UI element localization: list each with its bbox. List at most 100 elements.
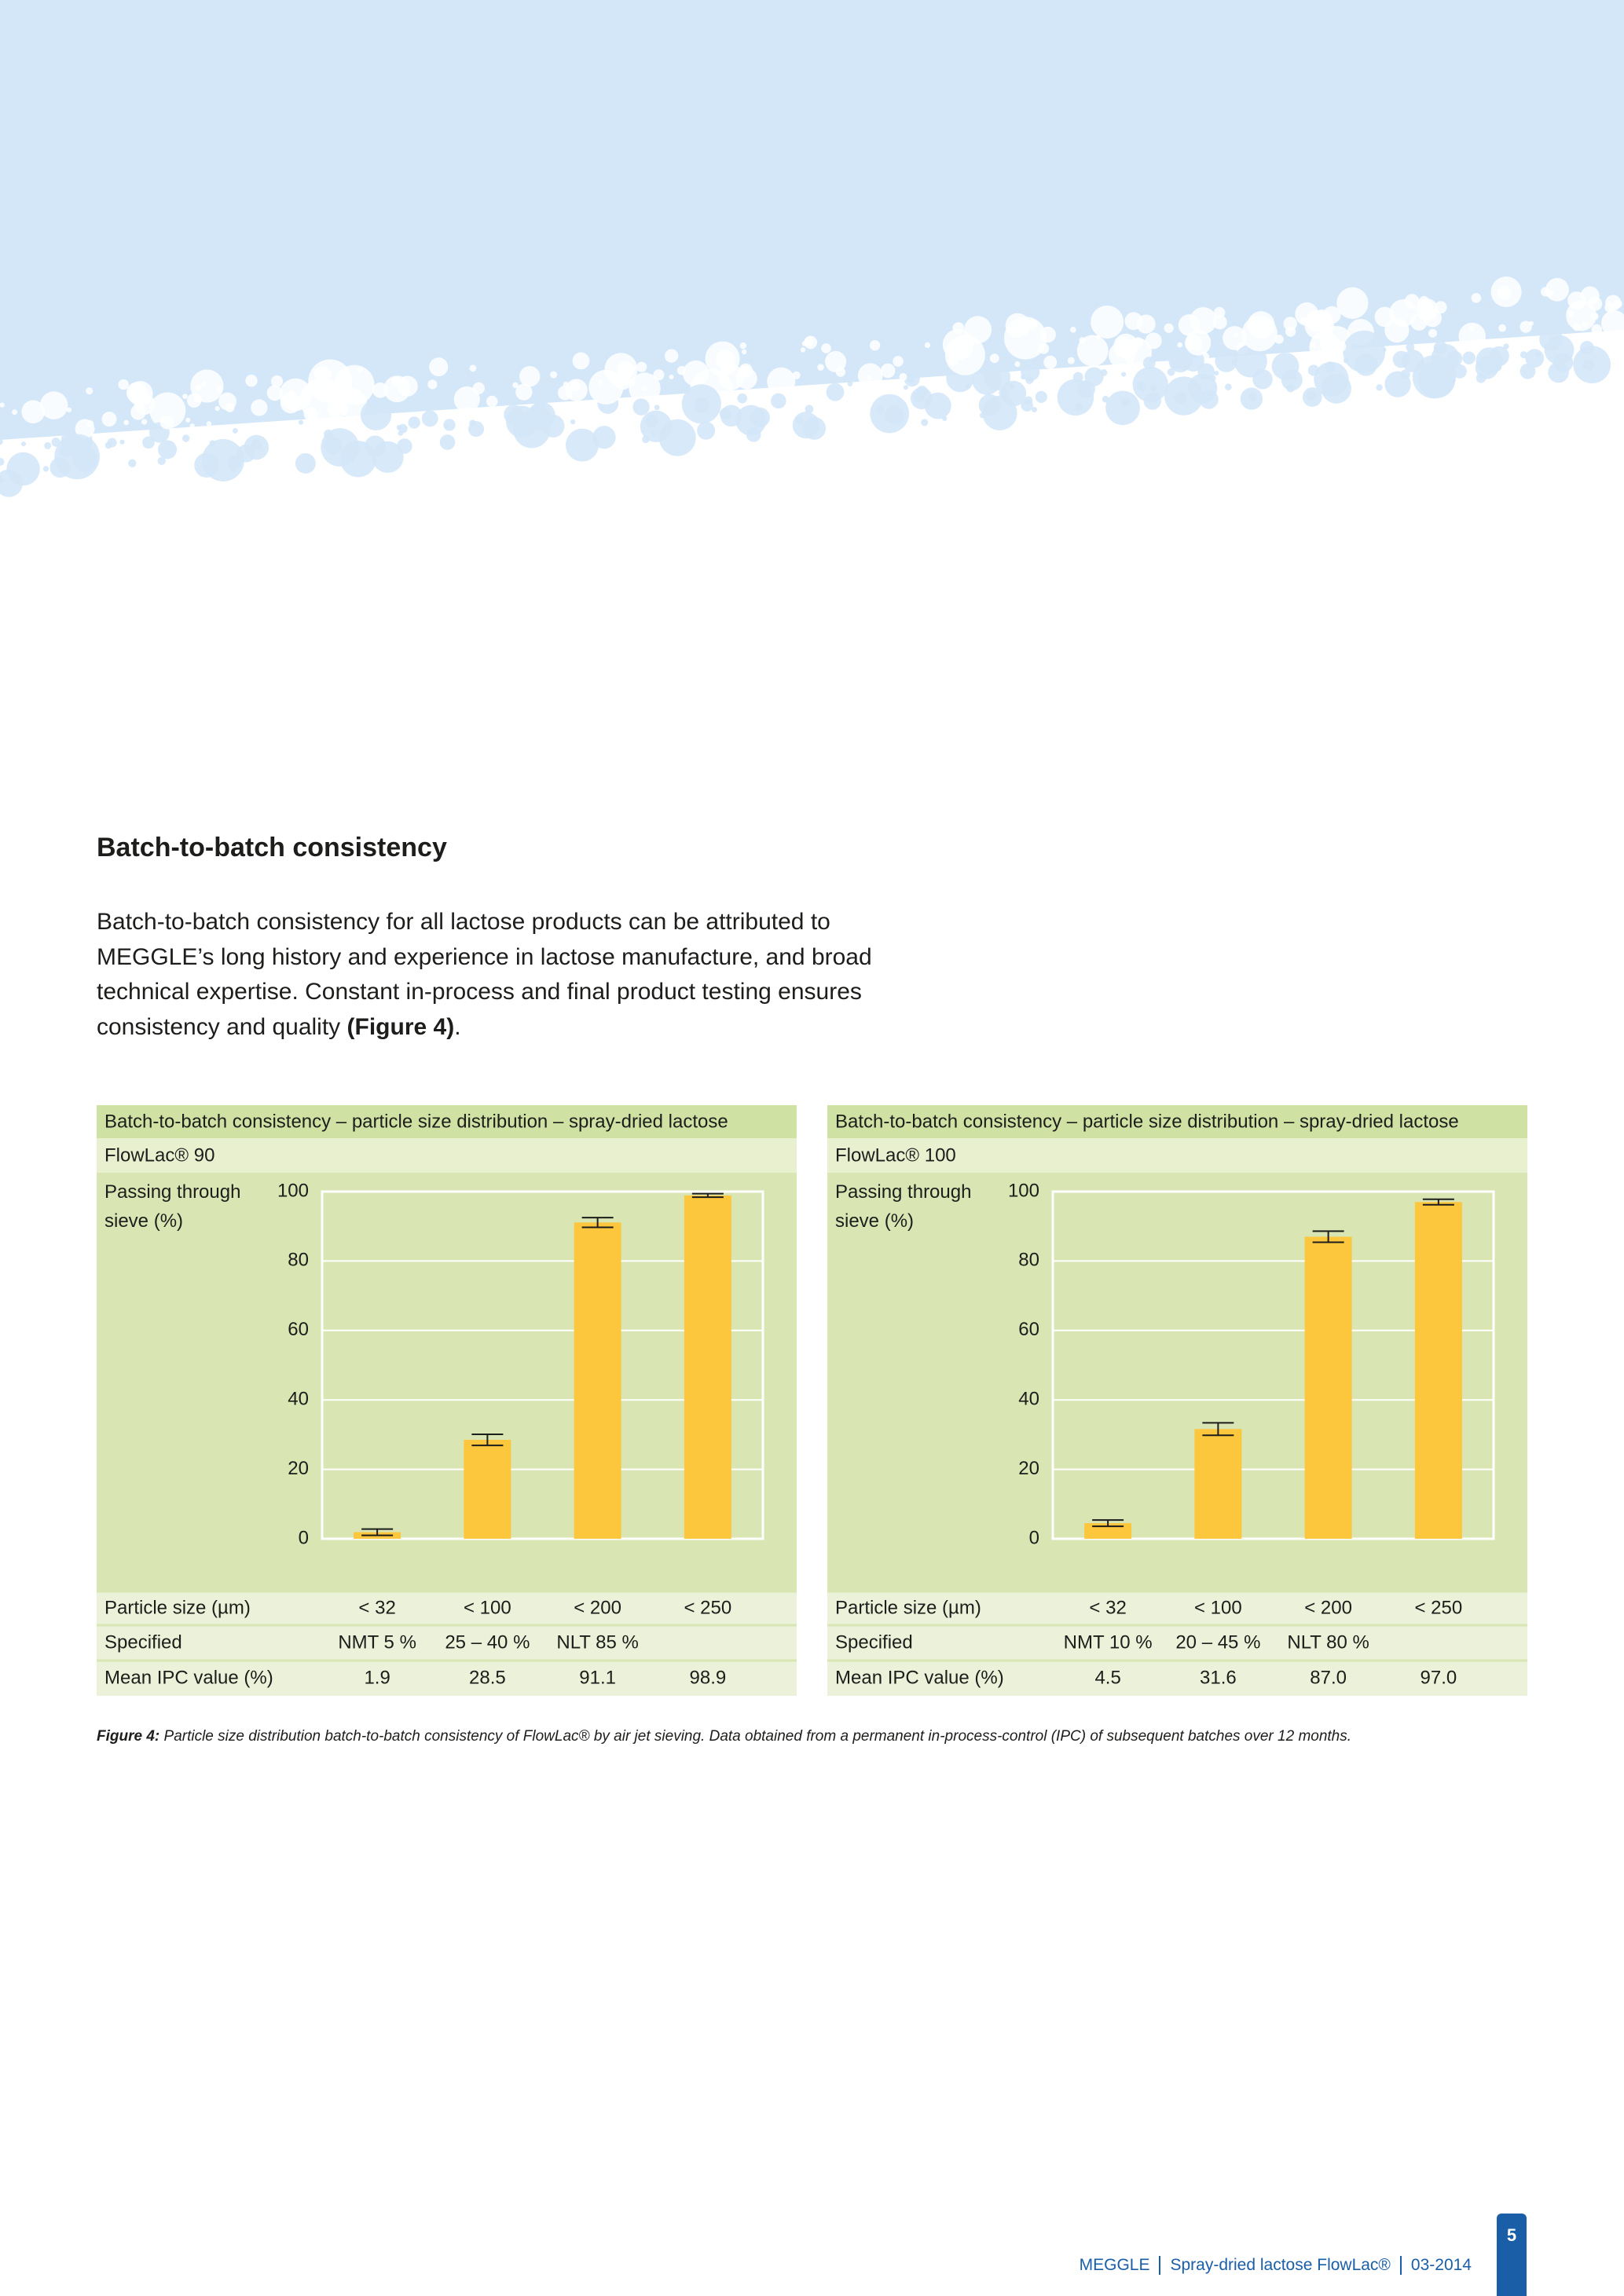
- row-background: [97, 1138, 797, 1173]
- bubble: [1043, 355, 1058, 369]
- bubble: [391, 376, 401, 386]
- bubble: [1026, 319, 1038, 330]
- bubble: [0, 402, 5, 408]
- bubble: [39, 391, 68, 419]
- bubble: [1214, 371, 1219, 376]
- bubble: [344, 387, 357, 401]
- chart-title: Batch-to-batch consistency – particle si…: [104, 1111, 728, 1132]
- page-number: 5: [1497, 2214, 1527, 2296]
- bubble: [1008, 383, 1015, 390]
- bubble: [944, 335, 985, 375]
- table-cell: 28.5: [469, 1667, 506, 1688]
- bubble: [869, 340, 881, 351]
- bubble: [79, 457, 86, 464]
- bubble: [236, 444, 255, 463]
- bubble: [1057, 379, 1094, 416]
- bubble: [1469, 325, 1475, 331]
- bubble: [1471, 293, 1482, 303]
- bubble: [746, 427, 761, 442]
- bubble: [159, 416, 174, 430]
- bubble: [189, 423, 195, 429]
- bubble: [654, 405, 660, 411]
- error-bar: [1202, 1422, 1234, 1437]
- bubble: [1384, 371, 1411, 397]
- bubble: [429, 357, 449, 377]
- bubble: [158, 440, 178, 460]
- bubble: [1121, 372, 1127, 377]
- table-cell: 25 – 40 %: [445, 1631, 530, 1653]
- bubble: [1498, 286, 1512, 300]
- bubble: [119, 439, 125, 445]
- bubble: [1025, 376, 1034, 384]
- bubble: [1285, 326, 1296, 337]
- bubble: [1336, 341, 1347, 352]
- bubble: [1121, 397, 1131, 406]
- product-name: FlowLac® 90: [104, 1144, 214, 1166]
- footer-item: MEGGLE: [1079, 2256, 1150, 2274]
- bubble: [821, 343, 831, 353]
- bubble: [469, 364, 477, 372]
- bubble: [1067, 357, 1075, 364]
- bubble: [1142, 357, 1156, 370]
- bubble: [1072, 372, 1083, 383]
- bubble: [1032, 406, 1038, 412]
- x-tick-label: < 250: [684, 1597, 732, 1618]
- figure-reference: (Figure 4): [346, 1013, 455, 1040]
- figure-caption: Figure 4: Particle size distribution bat…: [97, 1728, 1351, 1745]
- bubble: [972, 365, 1002, 395]
- table-cell: 31.6: [1200, 1667, 1237, 1688]
- bubble: [952, 322, 965, 334]
- bubble: [903, 385, 908, 390]
- plot-frame: [1051, 1190, 1495, 1540]
- bubble: [185, 417, 191, 423]
- x-tick-label: < 100: [464, 1597, 511, 1618]
- bubble: [1038, 342, 1050, 354]
- row-label: Specified: [835, 1631, 913, 1653]
- y-tick-label: 100: [1008, 1180, 1039, 1201]
- bubble: [42, 466, 49, 472]
- bubble: [214, 406, 220, 412]
- x-tick-label: < 200: [574, 1597, 621, 1618]
- y-tick-label: 40: [1018, 1389, 1039, 1410]
- y-tick-label: 0: [299, 1527, 309, 1548]
- bubble: [1544, 335, 1575, 365]
- bubble: [1035, 390, 1047, 403]
- bubble: [1452, 364, 1467, 379]
- x-axis-label: Particle size (µm): [835, 1597, 981, 1618]
- bubble: [515, 383, 533, 401]
- bubble: [324, 437, 343, 455]
- bubble: [1197, 363, 1215, 380]
- bubble: [149, 392, 186, 429]
- bubble: [720, 405, 742, 427]
- bubble: [669, 374, 674, 379]
- bubble: [1164, 323, 1174, 333]
- error-bar: [1092, 1519, 1124, 1528]
- x-tick-label: < 32: [358, 1597, 395, 1618]
- bubble: [321, 380, 339, 399]
- bubble: [1084, 367, 1104, 386]
- table-cell: NLT 85 %: [556, 1631, 639, 1653]
- bubble: [526, 405, 552, 430]
- bubble: [550, 371, 558, 379]
- caption-text: Particle size distribution batch-to-batc…: [163, 1728, 1352, 1745]
- bubble: [802, 416, 827, 440]
- bubble: [1076, 335, 1109, 367]
- bubble: [1462, 351, 1476, 364]
- y-tick-label: 60: [288, 1319, 309, 1340]
- y-tick-label: 20: [288, 1458, 309, 1479]
- bubble: [427, 379, 438, 390]
- bubble: [924, 342, 931, 349]
- bubble: [1314, 361, 1349, 397]
- sky: [0, 0, 1624, 440]
- bubble: [565, 428, 599, 462]
- bubble: [804, 335, 818, 350]
- row-background: [827, 1591, 1527, 1625]
- bubble: [1177, 342, 1182, 348]
- bubble: [512, 382, 519, 389]
- bubble: [118, 379, 129, 390]
- bubble: [206, 421, 212, 427]
- table-cell: 87.0: [1310, 1667, 1347, 1688]
- bar: [1304, 1236, 1352, 1539]
